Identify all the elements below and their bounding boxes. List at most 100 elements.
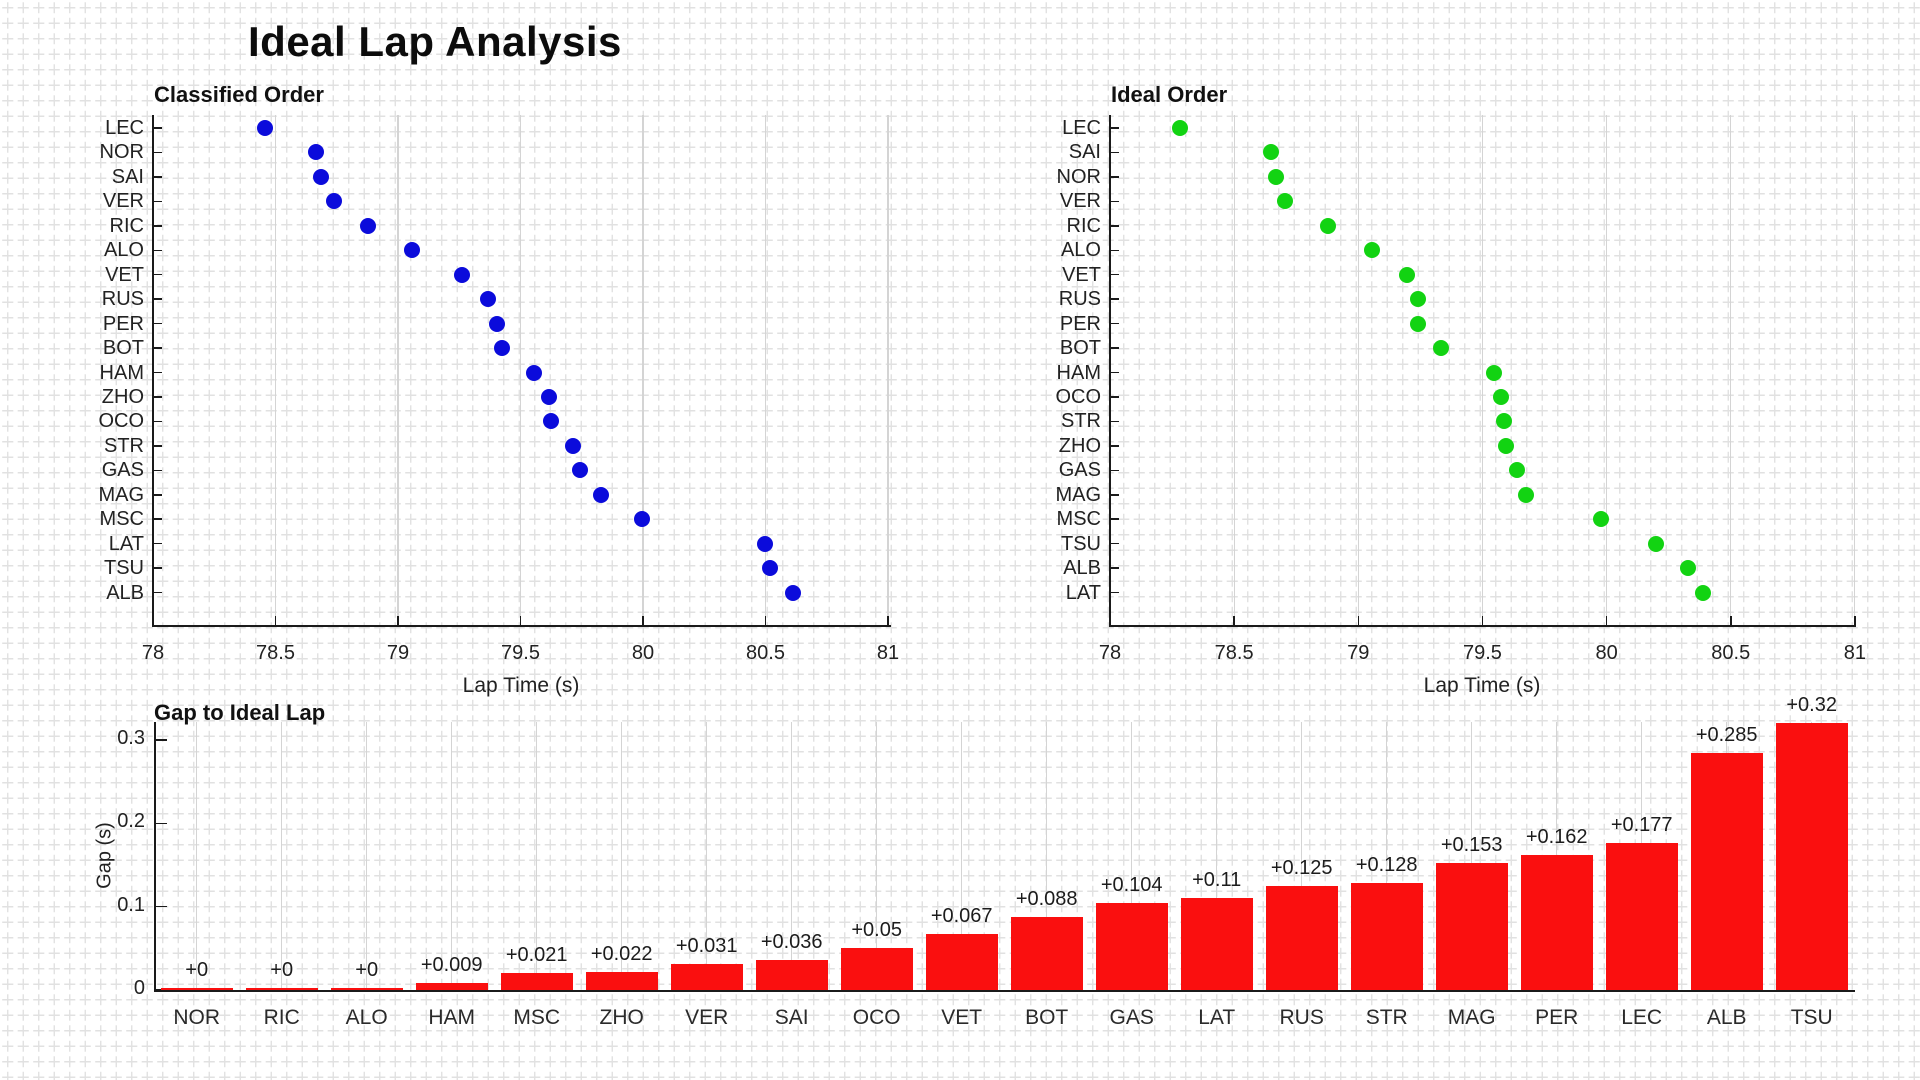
grid-line — [397, 115, 399, 625]
y-axis-tick — [1110, 445, 1119, 447]
gap-bar — [1435, 863, 1508, 990]
x-tick-label: 78 — [1098, 642, 1122, 664]
driver-row-label: VER — [102, 190, 144, 213]
grid-line — [1357, 115, 1359, 625]
scatter-point — [593, 486, 610, 503]
bar-category-label: VER — [685, 1006, 729, 1029]
y-axis-tick — [1110, 127, 1119, 129]
grid-line — [791, 722, 793, 990]
gap-bar — [1010, 917, 1083, 990]
scatter-point — [634, 511, 651, 528]
y-axis-tick — [1110, 420, 1119, 423]
x-axis-tick — [1730, 616, 1732, 625]
bar-category-label: ZHO — [599, 1006, 644, 1029]
grid-line — [281, 722, 283, 990]
grid-line — [1606, 115, 1608, 625]
driver-row-label: BOT — [1059, 337, 1101, 360]
driver-row-label: RIC — [1066, 214, 1101, 237]
y-axis-tick — [153, 322, 162, 325]
gap-bar — [160, 988, 233, 990]
scatter-point — [1509, 462, 1526, 479]
bar-value-label: +0.022 — [590, 943, 653, 965]
y-axis-tick — [1110, 176, 1119, 178]
grid-line — [706, 722, 708, 990]
scatter-point — [257, 120, 274, 136]
driver-row-label: TSU — [1061, 532, 1101, 555]
bar-value-label: +0.036 — [760, 931, 823, 953]
scatter-point — [762, 560, 779, 577]
bar-value-label: +0.285 — [1695, 724, 1758, 746]
y-axis-tick — [1110, 591, 1119, 594]
y-axis-tick — [153, 396, 162, 398]
y-axis-spine — [1109, 115, 1111, 627]
bar-category-label: NOR — [173, 1006, 221, 1029]
y-axis-tick — [153, 225, 162, 227]
grid-line — [1216, 722, 1218, 990]
ideal-chart-title: Ideal Order — [1111, 82, 1228, 107]
bar-value-label: +0.021 — [505, 944, 568, 966]
scatter-point — [572, 462, 589, 479]
scatter-point — [479, 291, 496, 308]
grid-line — [621, 722, 623, 990]
scatter-point — [1485, 364, 1502, 381]
grid-line — [519, 115, 522, 625]
x-axis-tick — [887, 616, 889, 625]
driver-row-label: RUS — [101, 288, 144, 311]
y-axis-spine — [152, 115, 154, 627]
grid-line — [876, 722, 878, 990]
y-tick-label: 0 — [133, 977, 145, 999]
driver-row-label: MSC — [1056, 508, 1101, 531]
gap-bar — [925, 934, 998, 990]
ideal-x-axis-label: Lap Time (s) — [1423, 674, 1541, 697]
grid-line — [536, 722, 538, 990]
scatter-point — [541, 388, 558, 405]
y-axis-tick — [1110, 518, 1119, 520]
gap-bar — [1520, 855, 1593, 990]
bar-category-label: ALO — [345, 1006, 388, 1029]
bar-category-label: HAM — [428, 1006, 476, 1029]
driver-row-label: SAI — [1068, 141, 1101, 164]
y-axis-tick — [155, 905, 167, 908]
x-tick-label: 81 — [876, 642, 900, 664]
bar-category-label: LAT — [1198, 1006, 1236, 1029]
y-axis-tick — [155, 989, 167, 991]
y-axis-tick — [1110, 396, 1119, 398]
driver-row-label: LAT — [1065, 581, 1101, 604]
y-axis-tick — [155, 739, 167, 741]
bar-category-label: SAI — [774, 1006, 809, 1029]
driver-row-label: PER — [1059, 312, 1101, 335]
y-axis-tick — [1110, 200, 1119, 203]
driver-row-label: OCO — [1055, 385, 1101, 408]
x-axis-tick — [1481, 616, 1484, 625]
y-axis-tick — [153, 200, 162, 203]
y-axis-tick — [153, 591, 162, 594]
bar-category-label: RIC — [263, 1006, 300, 1029]
bar-category-label: MAG — [1447, 1006, 1496, 1029]
x-axis-spine — [152, 625, 891, 627]
gap-bar — [585, 972, 658, 990]
x-axis-tick — [764, 616, 767, 625]
x-axis-tick — [1605, 616, 1608, 625]
gap-bar — [245, 988, 318, 990]
grid-line — [366, 722, 368, 990]
y-tick-label: 0.1 — [117, 893, 145, 916]
driver-row-label: VET — [1062, 263, 1101, 286]
driver-row-label: LAT — [108, 532, 144, 555]
gap-y-axis-label: Gap (s) — [93, 822, 116, 889]
driver-row-label: ZHO — [1058, 434, 1101, 457]
scatter-point — [1320, 217, 1336, 234]
x-axis-spine — [154, 990, 1855, 992]
grid-line — [642, 115, 644, 625]
bar-value-label: +0.088 — [1015, 888, 1078, 910]
x-axis-tick — [519, 616, 522, 625]
x-tick-label: 78.5 — [256, 642, 295, 664]
driver-row-label: GAS — [101, 459, 144, 482]
y-axis-tick — [1110, 494, 1119, 496]
y-tick-label: 0.3 — [117, 727, 145, 749]
driver-row-label: NOR — [99, 141, 144, 164]
x-axis-tick — [1109, 616, 1111, 625]
y-axis-tick — [1110, 567, 1119, 569]
grid-line — [1301, 722, 1303, 990]
gap-chart-title: Gap to Ideal Lap — [154, 700, 326, 725]
